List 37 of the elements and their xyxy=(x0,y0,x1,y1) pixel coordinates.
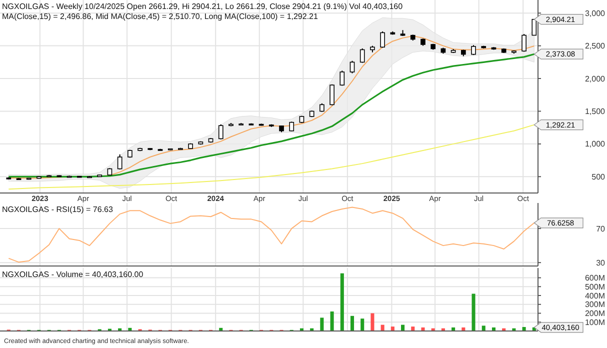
text: MA(Close,15) = 2,496.86, Mid MA(Close,45) = 2,510.70, Long MA(Close,100) = 1,292.21 xyxy=(2,12,319,21)
candlestick xyxy=(330,84,334,106)
candlestick xyxy=(218,124,224,140)
y-tick-label: 200M xyxy=(584,309,606,318)
y-tick-label: 1,500 xyxy=(584,107,606,116)
bar xyxy=(320,318,324,331)
bar xyxy=(360,318,364,331)
y-tick-label: 100M xyxy=(584,318,606,327)
bar xyxy=(370,313,374,331)
candlestick xyxy=(380,30,385,48)
y-tick-label: 300M xyxy=(584,300,606,310)
y-tick-label: 600M xyxy=(584,274,606,283)
y-tick-label: 2,500 xyxy=(584,42,606,51)
y-tick-label: 1,000 xyxy=(584,140,606,149)
bar xyxy=(472,294,476,331)
bar xyxy=(340,273,344,331)
y-tick-label: 3,000 xyxy=(584,8,606,18)
line-series xyxy=(8,124,535,190)
y-tick-label: 400M xyxy=(584,291,606,300)
y-tick-label: 70 xyxy=(596,224,606,234)
y-tick-label: 2,000 xyxy=(584,74,606,84)
candlestick xyxy=(117,154,122,170)
bar xyxy=(421,327,425,331)
y-tick-label: 500 xyxy=(592,172,606,182)
chart-title: NGXOILGAS - RSI(15) = 76.63 xyxy=(2,205,114,214)
y-tick-label: 30 xyxy=(596,258,606,268)
chart-title: NGXOILGAS - Volume = 40,403,160.00 xyxy=(2,270,144,279)
chart-title: NGXOILGAS - Weekly 10/24/2025 Open 2661.29, Hi 2904.21, Lo 2661.29, Close 2904.21 (9.1%) Vol 40,403,160 xyxy=(2,2,404,11)
y-tick-label: 500M xyxy=(584,282,606,292)
candlestick xyxy=(340,70,345,86)
bar xyxy=(350,316,354,331)
bar xyxy=(330,311,334,331)
candlestick xyxy=(471,44,476,56)
candlestick xyxy=(522,34,526,52)
bar xyxy=(482,326,486,331)
candlestick xyxy=(350,60,355,74)
candlestick xyxy=(360,48,365,64)
